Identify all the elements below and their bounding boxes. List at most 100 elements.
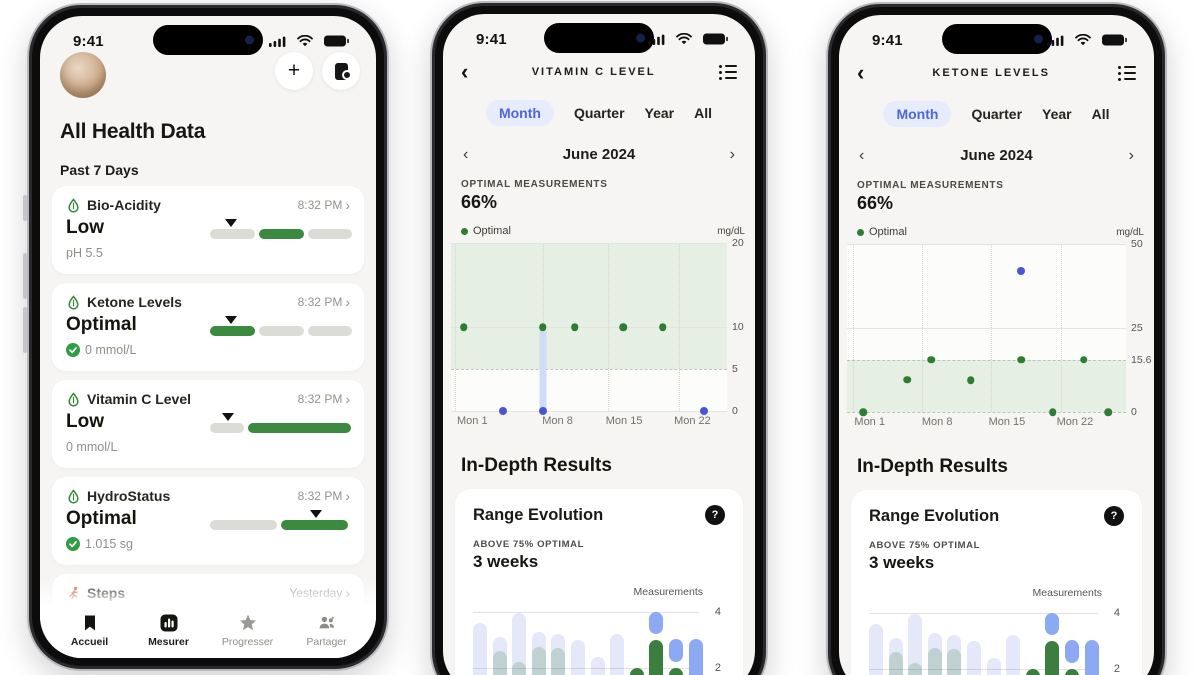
range-bar: [210, 510, 350, 530]
bar-measurement-green: [512, 662, 527, 675]
tab-partager[interactable]: Partager: [295, 613, 359, 648]
status-time: 9:41: [73, 32, 104, 50]
tab-all[interactable]: All: [694, 105, 713, 121]
next-month-chevron-icon[interactable]: ›: [1128, 146, 1134, 164]
card-title: Range Evolution: [473, 505, 604, 524]
y-gridline: [847, 244, 1126, 245]
prev-month-chevron-icon[interactable]: ‹: [463, 145, 469, 163]
metric-value: Optimal: [66, 314, 137, 335]
metric-sub-value: pH 5.5: [66, 246, 350, 260]
metric-name: HydroStatus: [87, 488, 171, 504]
tab-year[interactable]: Year: [644, 105, 675, 121]
list-icon[interactable]: [719, 64, 737, 80]
metric-name: Vitamin C Level: [87, 391, 192, 407]
phone-ketone: 9:41 ‹ KETONE LEVELS Month Quarter Year All…: [826, 2, 1167, 675]
optimal-measurements-value: 66%: [857, 193, 894, 213]
health-card[interactable]: HydroStatus 8:32 PM › Optimal 1.015 sg: [52, 477, 364, 565]
avatar[interactable]: [60, 52, 106, 98]
droplet-icon: [66, 197, 81, 213]
legend-optimal: Optimal: [461, 225, 511, 237]
add-button[interactable]: +: [275, 52, 313, 90]
tab-month[interactable]: Month: [883, 101, 952, 127]
list-icon[interactable]: [1118, 65, 1136, 81]
range-segment-gray: [307, 326, 353, 336]
reading-time: 8:32 PM ›: [298, 295, 350, 309]
bar-measurement-green: [531, 647, 546, 675]
back-chevron-icon[interactable]: ‹: [461, 59, 469, 84]
bar-measurement-green: [947, 649, 962, 675]
tab-year[interactable]: Year: [1042, 106, 1072, 122]
bar-measurement-blue: [571, 640, 585, 675]
y-tick-label: 0: [1131, 406, 1137, 418]
tab-bar: Accueil Mesurer Progresser Partager: [40, 606, 376, 658]
volume-down-button: [23, 307, 27, 353]
bar-gridline: [869, 613, 1098, 614]
droplet-icon: [66, 391, 81, 407]
tab-all[interactable]: All: [1091, 106, 1110, 122]
health-card[interactable]: Vitamin C Level 8:32 PM › Low 0 mmol/L: [52, 380, 364, 468]
green-dot-icon: [461, 227, 468, 235]
bar-measurement-green: [888, 652, 903, 675]
next-month-chevron-icon[interactable]: ›: [729, 145, 735, 163]
x-axis-labels: Mon 1 Mon 8 Mon 15 Mon 22: [847, 416, 1118, 434]
month-label: June 2024: [562, 146, 636, 163]
metric-name: Ketone Levels: [87, 294, 182, 310]
y-gridline: [847, 328, 1126, 329]
bar-measurement-blue: [512, 613, 527, 675]
ketone-scatter-chart: 50 25 15.6 0: [839, 238, 1154, 418]
bar-measurement-blue: [1084, 639, 1099, 675]
tab-label: Accueil: [70, 636, 109, 648]
range-bar: [210, 413, 352, 433]
tab-quarter[interactable]: Quarter: [573, 105, 625, 121]
tab-progresser[interactable]: Progresser: [216, 613, 280, 648]
status-icons: [648, 33, 728, 45]
help-button[interactable]: ?: [1104, 506, 1124, 526]
range-segment-gray: [258, 326, 304, 336]
reading-time: 8:32 PM ›: [298, 392, 350, 406]
ketone-screen: 9:41 ‹ KETONE LEVELS Month Quarter Year All…: [839, 15, 1154, 675]
status-icons: [1047, 34, 1127, 46]
tab-label: Mesurer: [148, 636, 189, 648]
range-segment-gray: [210, 423, 244, 433]
y-tick-label: 15.6: [1131, 353, 1152, 366]
range-marker-icon: [225, 316, 237, 324]
y-gridline: [451, 411, 727, 412]
bar-measurement-blue: [473, 623, 487, 675]
tab-month[interactable]: Month: [485, 100, 554, 126]
bar-measurement-blue: [688, 638, 703, 675]
help-button[interactable]: ?: [705, 505, 725, 525]
devices-button[interactable]: [322, 52, 360, 90]
sub-text: 0 mmol/L: [66, 440, 118, 454]
nav-title: KETONE LEVELS: [932, 67, 1050, 79]
bar-measurement-blue: [492, 637, 507, 675]
nav-bar: ‹ VITAMIN C LEVEL: [443, 59, 755, 84]
optimal-measurements-label: OPTIMAL MEASUREMENTS: [461, 179, 608, 190]
bar-measurement-green: [492, 651, 507, 675]
bar-tick-label: 4: [714, 606, 721, 618]
home-screen: 9:41 + All Health Data Past 7 Days Bio-A…: [40, 16, 376, 658]
home-header: +: [60, 52, 360, 98]
bar-gridline: [473, 612, 699, 613]
bar-measurement-green: [1065, 669, 1079, 675]
sub-text: pH 5.5: [66, 246, 103, 260]
tab-accueil[interactable]: Accueil: [58, 613, 122, 648]
back-chevron-icon[interactable]: ‹: [857, 60, 865, 85]
optimal-data-point: [460, 323, 468, 331]
volume-up-button: [23, 253, 27, 299]
star-icon: [238, 613, 258, 633]
range-segment-green: [281, 520, 349, 530]
optimal-band: [847, 359, 1126, 412]
vitamin-c-scatter-chart: 20 10 5 0: [443, 237, 755, 417]
health-card[interactable]: Ketone Levels 8:32 PM › Optimal 0 mmol/L: [52, 283, 364, 371]
tab-quarter[interactable]: Quarter: [971, 106, 1023, 122]
bar-measurement-blue: [669, 638, 683, 662]
bar-measurement-blue: [1065, 639, 1079, 663]
range-segment-green: [247, 423, 352, 433]
tab-mesurer[interactable]: Mesurer: [137, 613, 201, 648]
prev-month-chevron-icon[interactable]: ‹: [859, 146, 865, 164]
metric-value: Low: [66, 411, 104, 432]
optimal-data-point: [903, 375, 911, 384]
x-tick-label: Mon 15: [988, 416, 1026, 428]
health-card[interactable]: Bio-Acidity 8:32 PM › Low pH 5.5: [52, 186, 364, 274]
